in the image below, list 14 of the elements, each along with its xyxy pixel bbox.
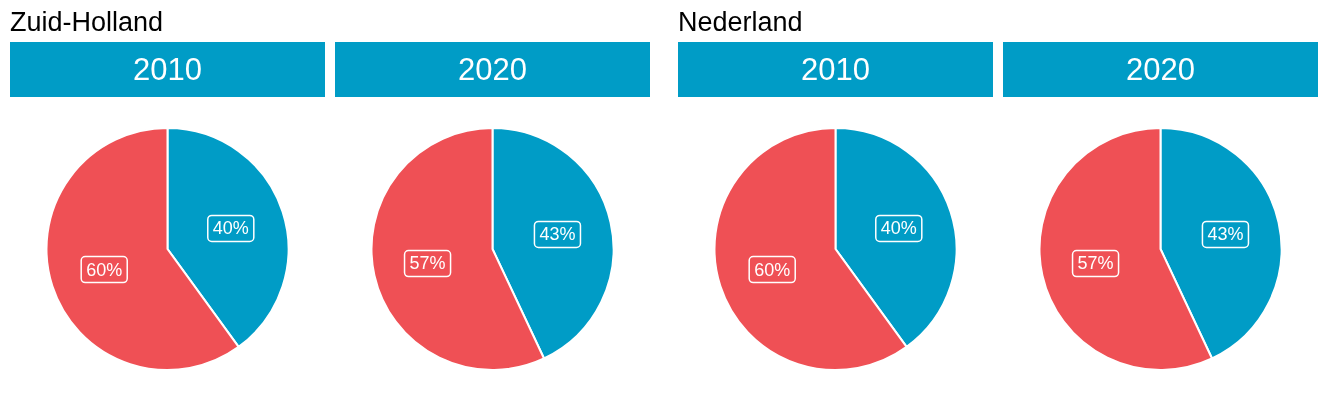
data-label: 40%	[212, 218, 249, 239]
chart-subtitle: 2020	[1126, 51, 1195, 88]
data-label: 43%	[1207, 224, 1244, 245]
chart-subtitle: 2010	[133, 51, 202, 88]
chart-title: Zuid-Holland	[10, 7, 164, 37]
chart-subtitle: 2010	[801, 51, 870, 88]
data-label: 60%	[754, 259, 791, 280]
data-label: 57%	[409, 253, 446, 274]
data-label: 43%	[539, 224, 576, 245]
data-label: 57%	[1077, 253, 1114, 274]
data-label: 60%	[86, 259, 123, 280]
data-label: 40%	[880, 218, 917, 239]
chart-title: Nederland	[678, 7, 803, 37]
chart-subtitle: 2020	[458, 51, 527, 88]
